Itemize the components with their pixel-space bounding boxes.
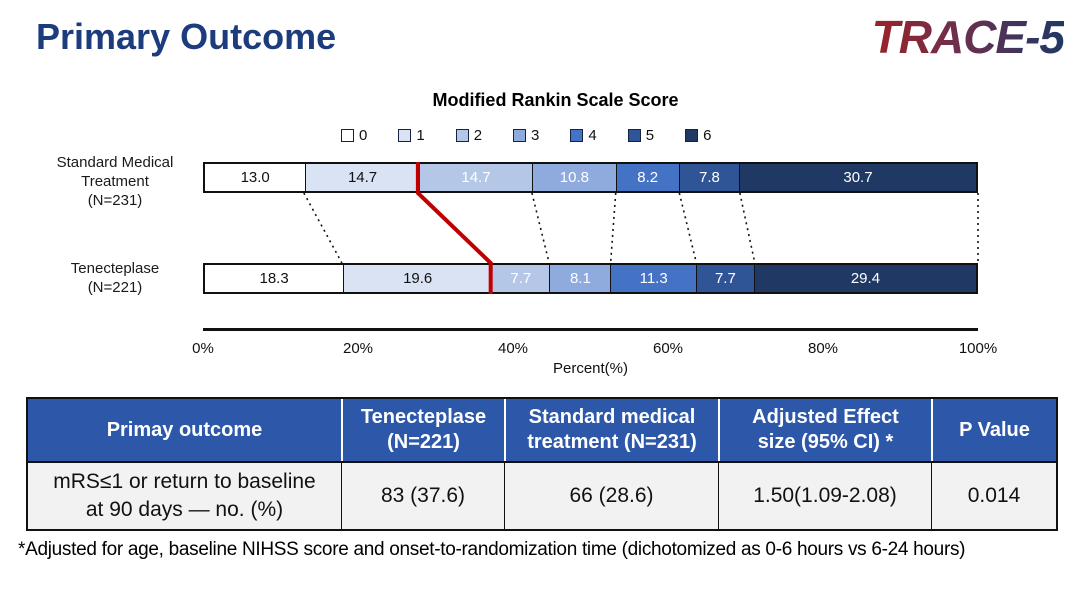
bar-segment-value: 18.3 bbox=[259, 270, 289, 287]
x-tick-60pct: 60% bbox=[652, 340, 684, 357]
trace5-logo: TRACE-5 bbox=[871, 11, 1065, 63]
bar-label-tenecteplase: Tenecteplase (N=221) bbox=[30, 259, 200, 297]
page-title: Primary Outcome bbox=[36, 16, 337, 57]
table-data-cell: 66 (28.6) bbox=[504, 461, 718, 529]
bar-segment-mrs-2: 14.7 bbox=[418, 164, 533, 191]
x-tick-40pct: 40% bbox=[497, 340, 529, 357]
x-tick-80pct: 80% bbox=[807, 340, 839, 357]
bar-segment-value: 13.0 bbox=[240, 169, 270, 186]
bar-segment-value: 7.7 bbox=[714, 270, 736, 287]
bar-segment-mrs-6: 30.7 bbox=[739, 164, 976, 191]
legend-label: 1 bbox=[416, 127, 425, 144]
x-axis-line bbox=[203, 328, 978, 331]
bar-segment-mrs-5: 7.7 bbox=[695, 265, 754, 292]
x-tick-0pct: 0% bbox=[192, 340, 214, 357]
legend-item-mrs-4: 4 bbox=[570, 127, 597, 144]
bar-segment-mrs-0: 13.0 bbox=[205, 164, 306, 191]
bar-segment-mrs-0: 18.3 bbox=[205, 265, 344, 292]
table-header-cell: Primay outcome bbox=[28, 399, 341, 461]
row-label-line: (N=231) bbox=[87, 192, 143, 209]
legend-swatch-icon bbox=[570, 129, 584, 142]
row-label-line: Tenecteplase bbox=[70, 260, 160, 277]
legend-swatch-icon bbox=[513, 129, 527, 142]
table-header-row: Primay outcome Tenecteplase (N=221) Standa… bbox=[28, 399, 1056, 461]
bar-segment-mrs-1: 19.6 bbox=[343, 265, 492, 292]
legend-item-mrs-5: 5 bbox=[627, 127, 655, 144]
bar-segment-value: 10.8 bbox=[559, 169, 589, 186]
bar-segment-value: 29.4 bbox=[850, 270, 881, 287]
legend-label: 0 bbox=[359, 127, 368, 144]
legend-swatch-icon bbox=[341, 129, 354, 142]
legend-swatch-icon bbox=[455, 129, 469, 142]
legend-label: 2 bbox=[473, 127, 483, 144]
bar-segment-value: 14.7 bbox=[347, 169, 378, 186]
bar-segment-mrs-4: 8.2 bbox=[615, 164, 679, 191]
bar-segment-value: 30.7 bbox=[843, 169, 873, 186]
x-tick-100pct: 100% bbox=[958, 340, 998, 357]
table-data-cell: 83 (37.6) bbox=[341, 461, 504, 529]
row-label-line: (N=221) bbox=[87, 279, 143, 296]
bar-segment-mrs-3: 8.1 bbox=[549, 265, 611, 292]
chart-legend: 0 1 2 3 4 5 6 bbox=[341, 127, 711, 144]
table-data-cell: mRS≤1 or return to baseline at 90 days —… bbox=[28, 461, 341, 529]
bar-segment-mrs-4: 11.3 bbox=[610, 265, 696, 292]
bar-segment-value: 8.1 bbox=[569, 270, 591, 287]
dotted-connector-line bbox=[739, 192, 756, 264]
legend-label: 4 bbox=[588, 127, 597, 144]
bar-tenecteplase: 18.3 19.6 7.7 8.1 11.3 7.7 29.4 bbox=[203, 263, 978, 294]
bar-segment-mrs-1: 14.7 bbox=[305, 164, 419, 191]
bar-segment-mrs-6: 29.4 bbox=[753, 265, 976, 292]
row-label-line: Treatment bbox=[81, 173, 149, 190]
bar-segment-mrs-2: 7.7 bbox=[491, 265, 550, 292]
legend-label: 3 bbox=[531, 127, 540, 144]
table-data-cell: 0.014 bbox=[931, 461, 1056, 529]
bar-segment-mrs-5: 7.8 bbox=[678, 164, 740, 191]
table-header-cell: Adjusted Effect size (95% CI) * bbox=[718, 399, 931, 461]
row-label-line: Standard Medical bbox=[56, 154, 174, 171]
legend-item-mrs-1: 1 bbox=[398, 127, 425, 144]
legend-swatch-icon bbox=[685, 129, 699, 142]
dotted-connector-line bbox=[678, 192, 698, 264]
legend-item-mrs-3: 3 bbox=[513, 127, 539, 144]
legend-swatch-icon bbox=[627, 129, 641, 142]
footnote: *Adjusted for age, baseline NIHSS score … bbox=[18, 539, 966, 560]
bar-segment-value: 19.6 bbox=[403, 270, 433, 287]
table-header-cell: Standard medical treatment (N=231) bbox=[504, 399, 718, 461]
dotted-connector-line bbox=[303, 192, 343, 264]
legend-swatch-icon bbox=[398, 129, 412, 142]
legend-label: 5 bbox=[645, 127, 655, 144]
table-header-cell: Tenecteplase (N=221) bbox=[341, 399, 504, 461]
table-header-cell: P Value bbox=[931, 399, 1056, 461]
bar-segment-value: 11.3 bbox=[639, 270, 668, 287]
bar-segment-value: 7.8 bbox=[698, 169, 720, 186]
legend-label: 6 bbox=[703, 127, 712, 144]
x-axis-label: Percent(%) bbox=[552, 360, 629, 377]
legend-item-mrs-2: 2 bbox=[455, 127, 483, 144]
legend-item-mrs-0: 0 bbox=[341, 127, 367, 144]
legend-item-mrs-6: 6 bbox=[685, 127, 711, 144]
primary-outcome-table: Primay outcome Tenecteplase (N=221) Standa… bbox=[26, 397, 1058, 531]
dotted-connector-line bbox=[609, 192, 617, 264]
bar-segment-mrs-3: 10.8 bbox=[532, 164, 616, 191]
bar-standard-medical: 13.0 14.7 14.7 10.8 8.2 7.8 30.7 bbox=[203, 162, 978, 193]
dotted-connector-line bbox=[531, 192, 550, 264]
x-tick-20pct: 20% bbox=[342, 340, 374, 357]
table-data-cell: 1.50(1.09-2.08) bbox=[718, 461, 931, 529]
table-data-row: mRS≤1 or return to baseline at 90 days —… bbox=[28, 461, 1056, 529]
bar-segment-value: 8.2 bbox=[637, 169, 659, 186]
bar-segment-value: 7.7 bbox=[510, 270, 532, 287]
chart-title: Modified Rankin Scale Score bbox=[432, 90, 679, 110]
bar-segment-value: 14.7 bbox=[461, 169, 491, 186]
bar-label-standard-medical: Standard Medical Treatment (N=231) bbox=[30, 153, 200, 210]
